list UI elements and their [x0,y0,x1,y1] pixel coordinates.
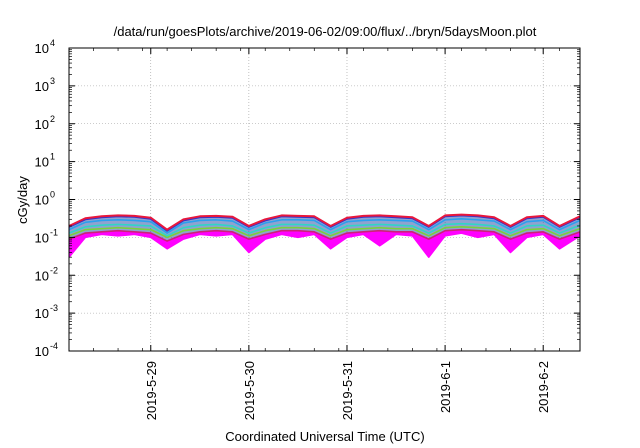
y-tick-label: 10 [35,193,49,208]
x-axis-label: Coordinated Universal Time (UTC) [225,429,424,444]
ticks [68,47,580,352]
x-tick-label: 2019-6-1 [438,361,453,413]
y-tick-label: 10 [35,344,49,359]
magenta-band [69,229,580,258]
series-line [68,226,581,239]
y-tick-label: 10 [35,230,49,245]
y-tick-exponent: 3 [50,76,55,86]
y-tick-exponent: 4 [50,38,55,48]
y-tick-exponent: -2 [50,265,58,275]
y-tick-exponent: -3 [50,303,58,313]
x-tick-label: 2019-5-31 [340,361,355,420]
x-tick-label: 2019-6-2 [536,361,551,413]
y-tick-label: 10 [35,306,49,321]
grid [69,48,580,351]
y-tick-exponent: 2 [50,114,55,124]
x-tick-label: 2019-5-29 [144,361,159,420]
series-line [68,217,581,234]
series-line [68,228,581,242]
y-tick-label: 10 [35,117,49,132]
chart-title: /data/run/goesPlots/archive/2019-06-02/0… [114,24,537,39]
y-tick-exponent: 0 [50,190,55,200]
x-tick-labels: 2019-5-29 2019-5-30 2019-5-31 2019-6-1 2019-… [144,361,551,420]
series-layer [68,213,581,258]
y-tick-exponent: -4 [50,341,58,351]
y-tick-exponent: 1 [50,152,55,162]
y-tick-label: 10 [35,41,49,56]
series-line [68,222,581,237]
y-axis-label: cGy/day [15,176,30,224]
y-tick-label: 10 [35,155,49,170]
y-tick-label: 10 [35,79,49,94]
y-tick-exponent: -1 [50,227,58,237]
series-line [68,232,581,258]
y-tick-label: 10 [35,268,49,283]
series-line [68,213,581,231]
x-tick-label: 2019-5-30 [242,361,257,420]
